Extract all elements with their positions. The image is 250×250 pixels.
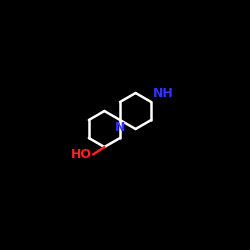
Text: N: N — [115, 121, 125, 134]
Text: HO: HO — [71, 148, 92, 161]
Text: NH: NH — [152, 87, 173, 100]
